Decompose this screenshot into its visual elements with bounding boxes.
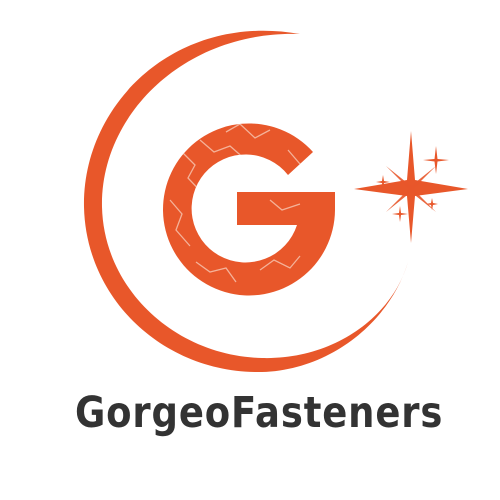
brand-name: GorgeoFasteners: [74, 388, 444, 438]
g-monogram-icon: [163, 123, 335, 296]
sparkle-star-icon: [354, 131, 468, 243]
